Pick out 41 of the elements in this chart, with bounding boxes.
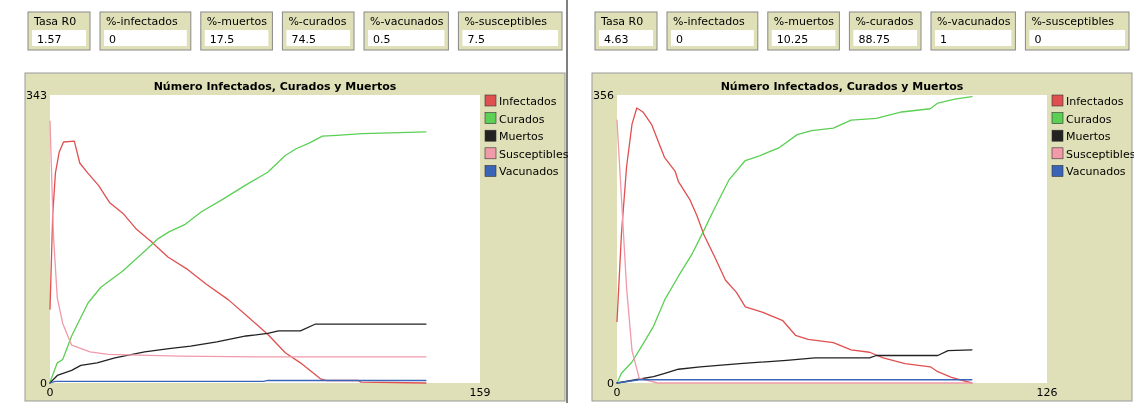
- x-tick-label: 126: [1036, 386, 1058, 399]
- text: 74.5: [291, 33, 316, 46]
- legend-label: Susceptibles: [499, 147, 569, 161]
- legend-label: Vacunados: [1066, 165, 1126, 179]
- legend-label: Vacunados: [499, 165, 559, 179]
- legend-label: Curados: [1066, 112, 1112, 126]
- text: %-infectados: [673, 15, 745, 28]
- text: %-infectados: [106, 15, 178, 28]
- text: 1.57: [37, 33, 62, 46]
- y-tick-label: 343: [26, 89, 47, 102]
- text: 1: [940, 33, 947, 46]
- text: 0.5: [373, 33, 391, 46]
- legend-label: Muertos: [499, 130, 544, 144]
- text: %-muertos: [206, 15, 268, 28]
- text: %-vacunados: [937, 15, 1011, 28]
- text: 4.63: [604, 33, 629, 46]
- text: 0: [676, 33, 683, 46]
- text: 17.5: [209, 33, 235, 46]
- x-tick-label: 159: [469, 386, 491, 399]
- text: %-susceptibles: [1031, 15, 1115, 28]
- text: 7.5: [467, 33, 485, 46]
- chart-title: Número Infectados, Curados y Muertos: [153, 80, 397, 93]
- chart-title: Número Infectados, Curados y Muertos: [720, 80, 964, 93]
- text: %-muertos: [773, 15, 835, 28]
- text: 88.75: [858, 33, 890, 46]
- text: Tasa R0: [600, 15, 644, 28]
- text: 0: [1034, 33, 1042, 46]
- text: %-curados: [855, 15, 914, 28]
- text: Tasa R0: [33, 15, 77, 28]
- text: %-vacunados: [370, 15, 444, 28]
- legend-label: Infectados: [499, 95, 557, 108]
- legend-label: Infectados: [1066, 95, 1124, 108]
- legend-label: Muertos: [1066, 130, 1111, 144]
- line-series: [49, 323, 427, 384]
- text: %-susceptibles: [464, 15, 548, 28]
- legend-label: Susceptibles: [1066, 147, 1134, 161]
- text: 0: [109, 33, 116, 46]
- text: %-curados: [288, 15, 347, 28]
- text: 10.25: [776, 33, 809, 46]
- y-tick-label: 356: [593, 89, 614, 102]
- legend-label: Curados: [499, 112, 545, 126]
